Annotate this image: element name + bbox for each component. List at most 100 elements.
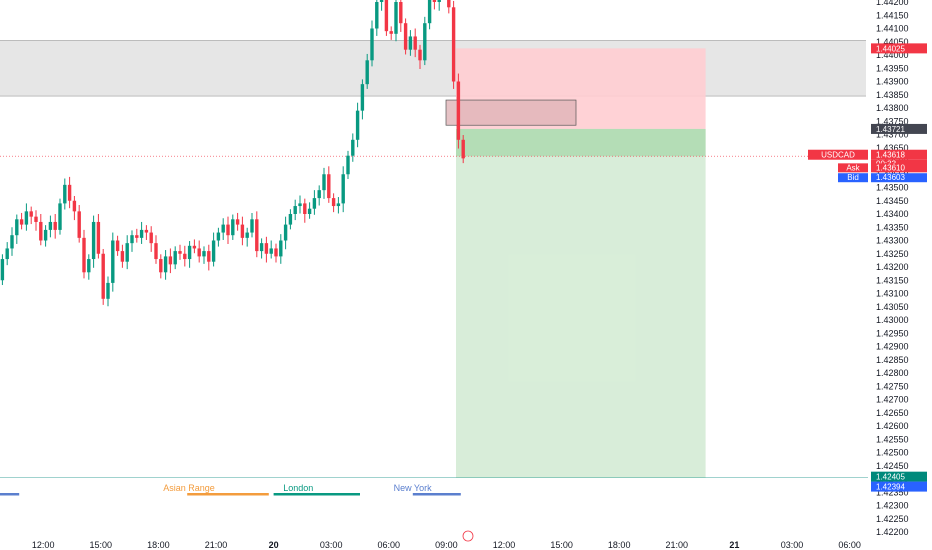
candle-body <box>235 219 240 225</box>
price-tick-label: 1.42200 <box>876 527 909 537</box>
candle-body <box>370 28 374 61</box>
candle-body <box>403 23 408 50</box>
candle-body <box>163 256 168 273</box>
price-tick-label: 1.42550 <box>876 434 909 444</box>
candle-body <box>197 248 201 257</box>
candle-body <box>63 184 67 204</box>
candle-body <box>115 240 120 252</box>
fvg-box <box>445 99 577 126</box>
candle-body <box>154 243 158 260</box>
sessions-layer: Asian Range London New York <box>0 483 461 496</box>
candle-body <box>173 251 177 265</box>
candle-body <box>77 211 81 238</box>
candle-body <box>456 81 461 140</box>
ask-tag: 1.43610 <box>876 163 905 172</box>
candle-body <box>317 190 321 199</box>
candle-body <box>207 251 211 262</box>
price-tick-label: 1.43700 <box>876 130 909 140</box>
candle-body <box>111 240 115 283</box>
price-tick-label: 1.43500 <box>876 183 909 193</box>
ask-tag-bg <box>871 163 927 173</box>
candle-body <box>149 232 153 244</box>
candle-body <box>101 253 105 299</box>
candle-body <box>331 198 336 207</box>
candle-body <box>365 60 369 85</box>
price-tick-label: 1.43850 <box>876 90 909 100</box>
target-tag-bg <box>871 471 927 482</box>
session-bar <box>412 493 461 496</box>
candle-body <box>178 251 182 254</box>
ask-label-bg <box>838 163 868 173</box>
candle-body <box>48 221 53 230</box>
candle-body <box>351 139 355 156</box>
candle-body <box>408 36 413 50</box>
candle-body <box>120 251 125 262</box>
candle-body <box>355 110 360 140</box>
candle-body <box>216 232 221 241</box>
session-bar <box>187 493 269 496</box>
candle-body <box>255 219 259 252</box>
candle-body <box>82 237 86 273</box>
candle-body <box>168 256 173 265</box>
candle-body <box>303 203 307 214</box>
time-tick-label: 21:00 <box>666 540 689 550</box>
price-tick-label: 1.44000 <box>876 50 909 60</box>
candle-body <box>192 245 197 249</box>
candle-body <box>15 219 19 236</box>
candle-body <box>245 232 249 238</box>
time-tick-label: 06:00 <box>378 540 401 550</box>
candle-body <box>19 219 24 225</box>
candle-body <box>29 211 33 217</box>
candle-body <box>0 259 5 281</box>
candle-body <box>307 208 312 214</box>
price-tick-label: 1.43650 <box>876 143 909 153</box>
session-label: New York <box>394 483 433 493</box>
take-profit-zone[interactable] <box>456 128 706 478</box>
time-axis[interactable]: 12:00 15:00 18:00 21:00 20 03:00 06:00 09:00 12:… <box>32 530 861 550</box>
candle-body <box>91 221 96 260</box>
price-tick-label: 1.43750 <box>876 116 909 126</box>
candle-body <box>159 259 163 273</box>
bid-tag-bg <box>871 173 927 183</box>
candle-body <box>394 2 398 34</box>
candle-body <box>264 243 269 254</box>
candle-body <box>360 84 365 111</box>
candle-body <box>437 0 441 2</box>
price-tick-label: 1.44200 <box>876 0 909 7</box>
time-tick-label: 20 <box>269 540 279 550</box>
candle-body <box>87 259 91 273</box>
price-tick-label: 1.42450 <box>876 461 909 471</box>
candle-body <box>144 229 149 233</box>
price-axis[interactable]: 1.44200 1.44150 1.44100 1.44050 1.44000 1.439… <box>868 0 932 550</box>
candle-body <box>375 2 379 29</box>
candle-body <box>461 139 465 159</box>
candle-body <box>226 224 230 236</box>
candle-body <box>240 224 245 238</box>
candle-body <box>447 0 451 8</box>
candle-body <box>10 235 14 249</box>
candle-body <box>341 174 345 204</box>
session-label: London <box>283 483 313 493</box>
session-label: Asian Range <box>163 483 215 493</box>
current-price-tag: 1.43618 <box>876 151 905 160</box>
price-tick-label: 1.42900 <box>876 342 909 352</box>
event-marker-icon[interactable] <box>462 530 474 542</box>
price-tick-label: 1.43350 <box>876 222 909 232</box>
price-tick-label: 1.42300 <box>876 501 909 511</box>
price-tick-label: 1.42850 <box>876 355 909 365</box>
target-alt-tag-bg <box>871 481 927 492</box>
candle-body <box>384 0 389 32</box>
candle-body <box>231 219 235 236</box>
time-tick-label: 18:00 <box>608 540 631 550</box>
session-bar <box>273 493 360 496</box>
ask-label: Ask <box>846 163 860 172</box>
candle-body <box>67 184 72 201</box>
candles-layer <box>0 0 465 307</box>
symbol-tag-bg <box>808 149 868 160</box>
price-tick-label: 1.43200 <box>876 262 909 272</box>
candle-body <box>96 221 101 254</box>
candle-body <box>298 203 302 207</box>
price-tags: 1.440251.437211.4361800:33USDCADAsk1.436… <box>808 43 927 492</box>
